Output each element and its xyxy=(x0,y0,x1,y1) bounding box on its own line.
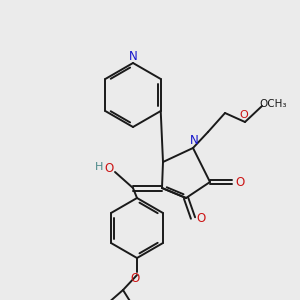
Text: O: O xyxy=(236,176,244,188)
Text: O: O xyxy=(196,212,206,226)
Text: O: O xyxy=(240,110,248,120)
Text: OCH₃: OCH₃ xyxy=(259,99,287,109)
Text: O: O xyxy=(130,272,140,286)
Text: O: O xyxy=(104,163,114,176)
Text: H: H xyxy=(95,162,103,172)
Text: N: N xyxy=(190,134,198,148)
Text: N: N xyxy=(129,50,137,62)
